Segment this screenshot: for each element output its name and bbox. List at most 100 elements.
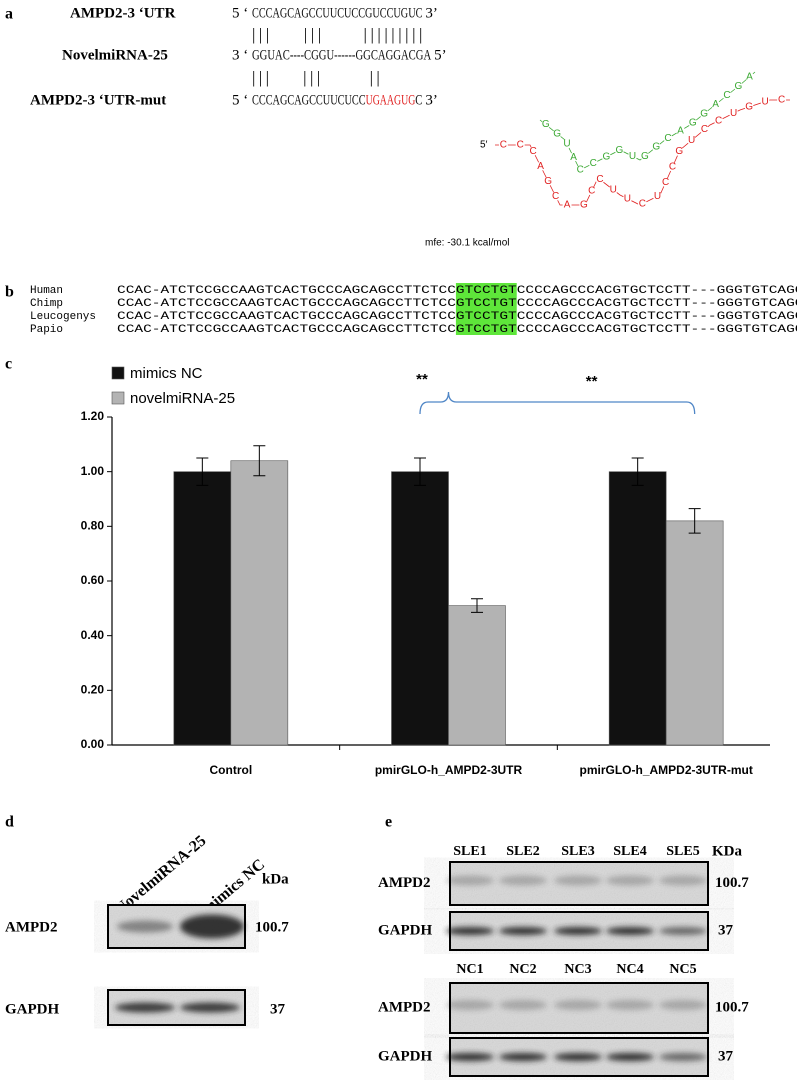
strand-end: 3 ‘ <box>232 47 248 63</box>
bracket <box>419 391 696 415</box>
blot-band <box>606 875 654 886</box>
error-bar <box>631 457 644 486</box>
sequence: CCAC-ATCTCCGCCAAGTCACTGCCCAGCAGCCTTCTCC <box>117 311 456 323</box>
nucleotide-bg <box>587 186 597 196</box>
blot-band <box>554 875 602 886</box>
strand-end: 5 ‘ <box>232 92 248 108</box>
nucleotide: A <box>677 125 684 136</box>
blot-band <box>180 1002 240 1013</box>
panel-label: e <box>385 814 392 831</box>
bar <box>448 605 506 746</box>
sequence: CCCCAGCCCACGTGCTCCTT---GGGTGTCAGCT <box>517 324 797 336</box>
nucleotide-bg <box>562 139 572 149</box>
y-tick-label: 0.20 <box>81 683 105 697</box>
sequence: GTCCTGT <box>456 324 517 336</box>
nucleotide-bg <box>579 200 589 210</box>
lane-label: SLE5 <box>666 844 699 859</box>
nucleotide-bg <box>543 176 553 186</box>
nucleotide-bg <box>744 102 754 112</box>
lane-label: SLE1 <box>453 844 486 859</box>
nucleotide: A <box>570 152 577 163</box>
panel-label: a <box>5 6 13 23</box>
nucleotide-bg <box>711 100 721 110</box>
nucleotide-bg <box>667 162 677 172</box>
unit-label: KDa <box>712 843 743 859</box>
nucleotide: C <box>662 177 669 188</box>
strand-end: 5 ‘ <box>232 5 248 21</box>
nucleotide-bg <box>552 129 562 139</box>
error-bar <box>414 457 426 486</box>
nucleotide: C <box>590 158 597 169</box>
nucleotide: A <box>564 200 571 211</box>
nucleotide: G <box>553 128 561 139</box>
nucleotide: C <box>669 162 676 173</box>
nucleotide-bg <box>569 152 579 162</box>
nucleotide-bg <box>674 147 684 157</box>
blot-frame <box>449 982 709 1034</box>
nucleotide: C <box>723 90 730 101</box>
nucleotide-bg <box>640 151 650 161</box>
blot-band <box>659 875 707 886</box>
nucleotide: U <box>654 191 661 202</box>
nucleotide-bg <box>614 145 624 155</box>
nucleotide: U <box>563 139 570 150</box>
blot-band <box>180 914 244 939</box>
base-pairs: ||| ||| || <box>252 68 380 87</box>
panel-label: b <box>5 284 14 301</box>
nucleotide: C <box>639 198 646 209</box>
nucleotide: C <box>664 133 671 144</box>
lane-label: SLE4 <box>613 844 646 859</box>
nucleotide: G <box>734 81 742 92</box>
nucleotide-bg <box>588 158 598 168</box>
blot-band <box>446 927 494 935</box>
nucleotide-bg <box>595 175 605 185</box>
lane-label: NC5 <box>669 962 696 977</box>
bar <box>608 471 667 746</box>
sequence: CCCCAGCCCACGTGCTCCTT---GGGTGTCAGCT <box>517 285 797 297</box>
size-label: 37 <box>718 1048 734 1064</box>
size-label: 100.7 <box>715 999 749 1015</box>
nucleotide: C <box>552 191 559 202</box>
blot-band <box>446 875 494 886</box>
sequence: GTCCTGT <box>456 298 517 310</box>
size-label: 37 <box>270 1001 286 1017</box>
nucleotide-bg <box>744 72 754 82</box>
nucleotide-bg <box>661 177 671 187</box>
nucleotide: G <box>745 102 753 113</box>
blot-frame <box>107 904 246 949</box>
nucleotide-bg <box>536 161 546 171</box>
blot-band <box>117 920 173 933</box>
blot-band <box>659 1000 707 1010</box>
sequence: GGUAC----CGGU------GGCAGGACGA <box>252 47 431 63</box>
lane-label: SLE2 <box>506 844 539 859</box>
nucleotide: C <box>588 186 595 197</box>
lane-label: NC2 <box>509 962 536 977</box>
row-label: GAPDH <box>378 922 432 938</box>
nucleotide-bg <box>627 151 637 161</box>
nucleotide-bg <box>729 108 739 118</box>
row-label: AMPD2 <box>5 919 58 935</box>
blot-frame <box>449 911 709 951</box>
blot-band <box>499 875 547 886</box>
sequence: CCCAGCAGCCUUCUCCGUCCUGUC <box>252 5 422 21</box>
y-tick-label: 1.00 <box>81 464 105 478</box>
strand-end: 5’ <box>434 47 447 63</box>
lane-label: NC1 <box>456 962 483 977</box>
error-bar <box>253 445 266 477</box>
bar <box>665 520 724 746</box>
legend-label: novelmiRNA-25 <box>130 390 235 407</box>
nucleotide-bg <box>714 116 724 126</box>
nucleotide: G <box>602 151 610 162</box>
nucleotide-bg <box>608 185 618 195</box>
nucleotide: C <box>715 115 722 126</box>
blot-band <box>659 1053 707 1061</box>
error-bar <box>471 598 483 613</box>
nucleotide-bg <box>687 135 697 145</box>
legend-label: mimics NC <box>130 365 203 382</box>
bar <box>173 471 232 746</box>
species-name: Chimp <box>30 298 63 310</box>
nucleotide-bg <box>622 194 632 204</box>
y-tick-label: 0.00 <box>81 737 105 751</box>
nucleotide-bg <box>663 133 673 143</box>
